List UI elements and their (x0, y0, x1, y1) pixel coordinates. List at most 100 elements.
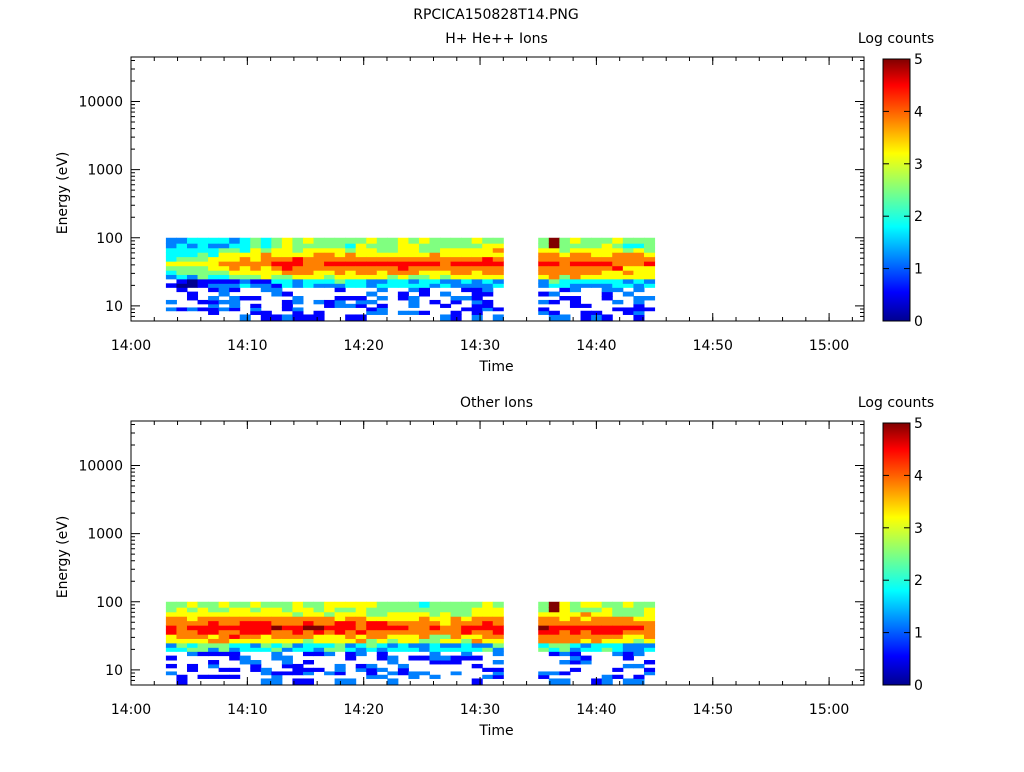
heatmap-cell (176, 256, 188, 262)
heatmap-cell (429, 638, 441, 644)
heatmap-cell (633, 663, 645, 669)
heatmap-cell (461, 270, 473, 275)
heatmap-cell (376, 237, 388, 244)
heatmap-cell (538, 620, 550, 626)
heatmap-cell (461, 638, 473, 644)
heatmap-cell (366, 667, 378, 672)
heatmap-cell (208, 261, 220, 267)
heatmap-cell (440, 629, 452, 635)
heatmap-cell (313, 611, 325, 617)
panel-1: H+ He++ Ions 14:00 14:10 14:20 14:30 14:40 14:… (55, 31, 934, 375)
heatmap-cell (580, 660, 592, 665)
heatmap-cell (218, 607, 230, 613)
heatmap-cell (387, 274, 399, 280)
heatmap-cell (440, 252, 452, 258)
heatmap-cell (429, 634, 441, 639)
heatmap-cell (622, 651, 634, 657)
heatmap-cell (334, 274, 346, 280)
heatmap-cell (355, 629, 367, 635)
heatmap-cell (450, 310, 462, 315)
heatmap-cell (482, 256, 494, 262)
heatmap-cell (260, 265, 272, 271)
heatmap-cell (250, 607, 262, 613)
heatmap-cell (302, 634, 315, 639)
heatmap-cell (250, 303, 262, 308)
heatmap-cell (197, 283, 209, 288)
heatmap-cell (633, 642, 645, 648)
heatmap-cell (408, 243, 420, 249)
heatmap-cell (208, 625, 220, 631)
heatmap-cell (281, 629, 293, 635)
heatmap-cell (601, 634, 613, 639)
colorbar-tick-label: 0 (914, 314, 923, 330)
heatmap-cell (612, 270, 624, 275)
heatmap-cell (633, 256, 645, 262)
heatmap-cell (471, 261, 483, 267)
heatmap-cell (271, 243, 283, 249)
heatmap-cell (492, 667, 504, 672)
heatmap-cell (376, 247, 388, 253)
heatmap-cell (313, 647, 325, 652)
heatmap-cell (250, 611, 262, 617)
heatmap-cell (580, 616, 592, 622)
heatmap-cell (271, 247, 283, 253)
heatmap-cell (313, 283, 325, 288)
heatmap-cell (612, 299, 624, 305)
heatmap-cell (186, 283, 199, 288)
heatmap-cell (250, 642, 262, 648)
heatmap-cell (548, 278, 560, 284)
heatmap-cell (461, 243, 473, 249)
heatmap-cell (559, 651, 571, 657)
heatmap-cell (176, 647, 188, 652)
heatmap-cell (559, 287, 571, 293)
heatmap-cell (492, 243, 504, 249)
heatmap-cell (559, 265, 571, 271)
heatmap-cell (633, 270, 645, 275)
heatmap-cell (612, 243, 624, 249)
heatmap-cell (548, 638, 560, 644)
heatmap-cell (208, 638, 220, 644)
heatmap-cell (229, 620, 241, 626)
heatmap-cell (355, 278, 367, 284)
heatmap-cell (292, 314, 304, 322)
heatmap-cell (492, 261, 504, 267)
heatmap-cell (601, 274, 613, 280)
x-tick-label: 14:40 (576, 702, 616, 718)
heatmap-cell (292, 256, 304, 262)
heatmap-cell (633, 678, 645, 686)
heatmap-cell (633, 616, 645, 622)
heatmap-cell (260, 607, 272, 613)
heatmap-cell (281, 314, 293, 322)
heatmap-cell (197, 299, 209, 305)
heatmap-cell (471, 237, 483, 244)
heatmap-cell (218, 252, 230, 258)
heatmap-cell (208, 296, 220, 301)
heatmap-cell (281, 261, 293, 267)
heatmap-cell (334, 252, 346, 258)
heatmap-cell (229, 287, 241, 293)
heatmap-cell (633, 307, 645, 312)
heatmap-cell (612, 634, 624, 639)
heatmap-cell (397, 625, 409, 631)
heatmap-cell (239, 611, 251, 617)
heatmap-cell (260, 270, 272, 275)
heatmap-cell (387, 655, 399, 661)
heatmap-cell (271, 274, 283, 280)
x-tick-label: 14:30 (460, 702, 500, 718)
heatmap-cell (622, 601, 634, 608)
heatmap-cell (281, 660, 293, 665)
heatmap-cell (461, 634, 473, 639)
heatmap-cell (208, 629, 220, 635)
heatmap-cell (492, 671, 504, 676)
heatmap-cell (601, 237, 613, 244)
heatmap-cell (239, 601, 251, 608)
heatmap-cell (418, 607, 430, 613)
heatmap-cell (397, 611, 409, 617)
heatmap-cell (471, 625, 483, 631)
heatmap-cell (345, 283, 357, 288)
heatmap-cell (345, 243, 357, 249)
heatmap-cell (218, 667, 230, 672)
heatmap-cell (580, 237, 592, 244)
heatmap-cell (271, 261, 283, 267)
heatmap-cell (271, 237, 283, 244)
